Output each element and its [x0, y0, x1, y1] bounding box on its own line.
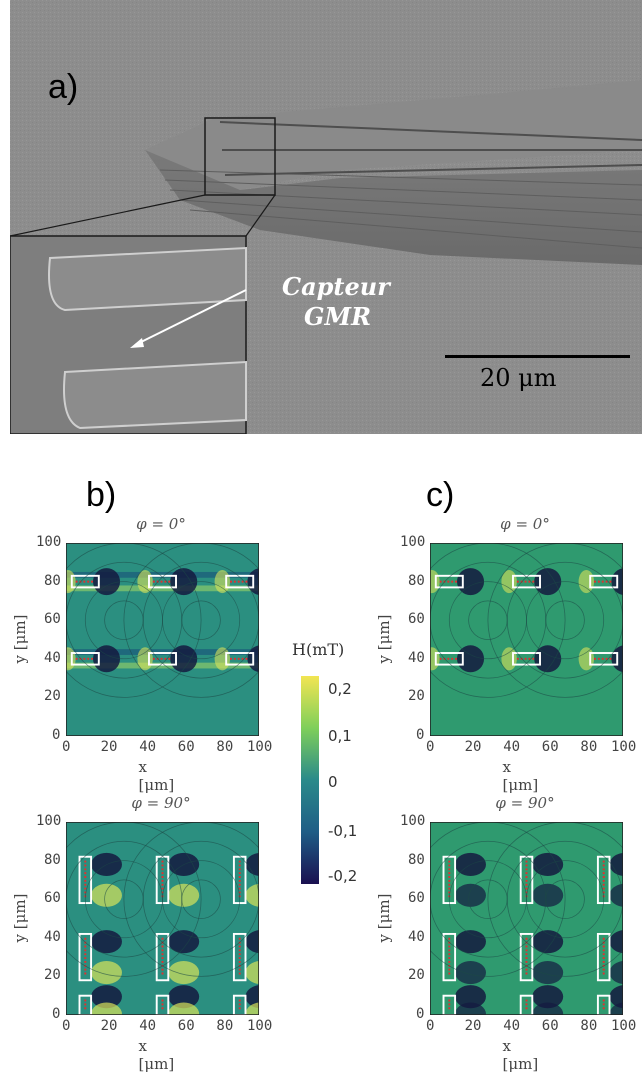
field-map: [66, 822, 259, 1015]
plot-title: φ = 0°: [136, 515, 186, 533]
x-tick-label: 40: [503, 1018, 521, 1034]
x-tick-label: 40: [139, 1018, 157, 1034]
colorbar-tick-4: -0,1: [328, 822, 358, 840]
y-axis-label: y [μm]: [11, 614, 29, 663]
y-tick-label: 20: [44, 967, 61, 984]
y-tick-label: 100: [400, 534, 426, 550]
y-axis-label: y [μm]: [11, 893, 29, 942]
y-tick-label: 100: [400, 813, 426, 829]
x-tick-label: 40: [503, 739, 521, 755]
x-tick-label: 100: [611, 1018, 637, 1034]
gmr-sensor-annotation: Capteur GMR: [282, 272, 390, 332]
x-tick-label: 60: [177, 1018, 195, 1034]
y-tick-label: 40: [44, 649, 61, 666]
x-tick-label: 80: [580, 1018, 598, 1034]
plot-title: φ = 90°: [495, 794, 555, 812]
x-tick-label: 100: [247, 1018, 273, 1034]
y-tick-label: 100: [36, 813, 62, 829]
y-tick-label: 80: [44, 572, 61, 589]
y-tick-label: 100: [36, 534, 62, 550]
annotation-line-1: Capteur: [282, 272, 390, 301]
x-tick-label: 80: [580, 739, 598, 755]
plot-title: φ = 0°: [500, 515, 550, 533]
y-tick-label: 40: [408, 649, 425, 666]
y-tick-label: 0: [52, 1006, 61, 1022]
sem-image: [10, 0, 642, 434]
x-tick-label: 20: [464, 1018, 482, 1034]
x-tick-label: 0: [62, 1018, 71, 1034]
field-map: [66, 543, 259, 736]
x-tick-label: 100: [611, 739, 637, 755]
sem-micrograph: [10, 0, 642, 434]
field-map: [430, 822, 623, 1015]
field-map: [430, 543, 623, 736]
y-axis-label: y [μm]: [375, 893, 393, 942]
x-tick-label: 60: [177, 739, 195, 755]
x-tick-label: 20: [100, 739, 118, 755]
scalebar-label: 20 μm: [480, 364, 557, 392]
colorbar-tick-3: 0: [328, 773, 338, 791]
panel-b-label: b): [86, 476, 117, 514]
y-tick-label: 60: [408, 890, 425, 907]
panel-a-label: a): [48, 68, 79, 106]
x-tick-label: 0: [62, 739, 71, 755]
x-tick-label: 0: [426, 739, 435, 755]
y-tick-label: 80: [408, 572, 425, 589]
colorbar: [301, 676, 319, 884]
y-tick-label: 80: [44, 851, 61, 868]
y-tick-label: 0: [52, 727, 61, 743]
y-tick-label: 20: [408, 688, 425, 705]
colorbar-tick-1: 0,2: [328, 680, 352, 698]
x-tick-label: 40: [139, 739, 157, 755]
x-tick-label: 80: [216, 1018, 234, 1034]
colorbar-tick-2: 0,1: [328, 727, 352, 745]
x-axis-label: x [μm]: [138, 758, 175, 794]
panel-c-label: c): [426, 476, 455, 514]
y-tick-label: 60: [44, 890, 61, 907]
y-tick-label: 60: [408, 611, 425, 628]
x-tick-label: 20: [464, 739, 482, 755]
plot-title: φ = 90°: [131, 794, 191, 812]
x-axis-label: x [μm]: [502, 1037, 539, 1073]
x-axis-label: x [μm]: [138, 1037, 175, 1073]
colorbar-tick-5: -0,2: [328, 867, 358, 885]
colorbar-label: H(mT): [292, 640, 345, 659]
y-tick-label: 0: [416, 1006, 425, 1022]
x-tick-label: 60: [541, 1018, 559, 1034]
x-axis-label: x [μm]: [502, 758, 539, 794]
x-tick-label: 0: [426, 1018, 435, 1034]
y-tick-label: 20: [44, 688, 61, 705]
y-tick-label: 60: [44, 611, 61, 628]
y-axis-label: y [μm]: [375, 614, 393, 663]
y-tick-label: 20: [408, 967, 425, 984]
y-tick-label: 0: [416, 727, 425, 743]
x-tick-label: 60: [541, 739, 559, 755]
y-tick-label: 80: [408, 851, 425, 868]
x-tick-label: 100: [247, 739, 273, 755]
x-tick-label: 20: [100, 1018, 118, 1034]
x-tick-label: 80: [216, 739, 234, 755]
y-tick-label: 40: [408, 928, 425, 945]
y-tick-label: 40: [44, 928, 61, 945]
annotation-line-2: GMR: [304, 302, 372, 331]
